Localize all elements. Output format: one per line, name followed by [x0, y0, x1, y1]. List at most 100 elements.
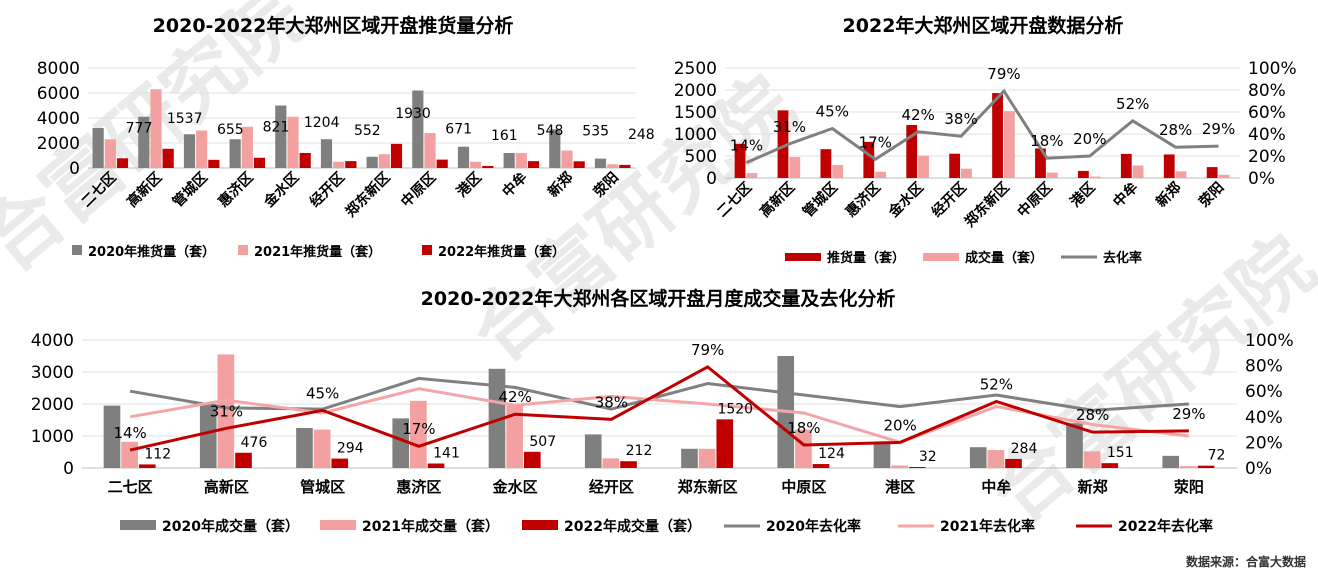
bar [392, 418, 410, 468]
legend-item: 2021年成交量（套） [320, 518, 499, 535]
legend-item: 2022年成交量（套） [522, 518, 701, 535]
bar-data-label: 141 [433, 445, 460, 461]
y2-tick-label: 0% [1245, 459, 1272, 479]
y-tick-label: 0 [63, 459, 74, 479]
bar-data-label: 112 [144, 446, 171, 462]
bar [138, 464, 156, 468]
bar [992, 93, 1003, 178]
bar [470, 161, 482, 168]
bar [918, 155, 929, 178]
bar [1035, 148, 1046, 178]
bar [987, 450, 1005, 468]
bar [1180, 466, 1197, 468]
bar [949, 153, 961, 178]
y2-tick-label: 80% [1245, 357, 1283, 377]
x-tick-label: 郑东新区 [961, 179, 1013, 231]
legend-label: 2020年推货量（套） [88, 244, 215, 260]
bar [427, 463, 445, 468]
bar [275, 105, 287, 168]
y-tick-label: 2000 [37, 134, 80, 154]
legend-swatch [320, 520, 356, 530]
bar [366, 156, 378, 168]
legend-label: 2021年去化率 [940, 518, 1035, 535]
x-tick-label: 金水区 [885, 179, 927, 221]
legend-swatch [422, 245, 432, 255]
y-tick-label: 8000 [37, 59, 80, 79]
bar [241, 126, 253, 168]
legend-label: 2021年推货量（套） [254, 244, 381, 260]
rate-data-label: 42% [498, 388, 531, 406]
bar [103, 405, 121, 468]
rate-data-label: 52% [1116, 95, 1149, 113]
rate-data-label: 14% [730, 137, 763, 155]
x-tick-label: 郑东新区 [342, 169, 394, 221]
bar [1162, 455, 1180, 468]
bar [299, 152, 311, 168]
rate-data-label: 18% [1030, 132, 1063, 150]
bar [320, 139, 333, 168]
bar [620, 461, 637, 468]
bar [1077, 170, 1089, 178]
rate-data-label: 31% [773, 118, 806, 136]
bar-data-label: 248 [628, 127, 655, 143]
bar [217, 354, 235, 468]
bar-data-label: 1204 [304, 115, 340, 131]
legend-label: 推货量（套） [827, 250, 905, 266]
x-tick-label: 新郑 [545, 169, 577, 201]
bar [527, 161, 540, 168]
x-tick-label: 惠济区 [842, 179, 884, 221]
bar [92, 128, 104, 168]
y2-tick-label: 80% [1248, 81, 1286, 101]
bar [1175, 171, 1187, 178]
bar [229, 139, 241, 168]
x-tick-label: 二七区 [108, 478, 153, 496]
x-tick-label: 惠济区 [396, 478, 441, 496]
x-tick-label: 中牟 [981, 478, 1011, 496]
x-tick-label: 高新区 [756, 179, 798, 221]
x-tick-label: 管城区 [169, 169, 211, 211]
legend-label: 2022年去化率 [1118, 518, 1213, 535]
bar [296, 428, 313, 468]
legend-swatch [120, 520, 156, 530]
legend-item: 2022年去化率 [1076, 518, 1213, 535]
bar [436, 159, 448, 168]
bar-data-label: 1930 [395, 106, 431, 122]
legend-label: 成交量（套） [965, 250, 1043, 266]
bar-data-label: 161 [491, 128, 518, 144]
y-tick-label: 3000 [31, 363, 74, 383]
x-tick-label: 港区 [885, 478, 915, 496]
bar [488, 368, 506, 468]
x-tick-label: 郑东新区 [678, 478, 738, 496]
bar [906, 125, 918, 178]
legend-swatch [785, 253, 821, 261]
x-tick-label: 荥阳 [1174, 478, 1204, 496]
rate-data-label: 28% [1076, 406, 1109, 424]
rate-data-label: 79% [987, 65, 1020, 83]
bar [698, 448, 716, 468]
y2-tick-label: 40% [1245, 408, 1283, 428]
bar-data-label: 552 [354, 123, 381, 139]
x-tick-label: 港区 [453, 169, 485, 201]
bar [602, 458, 620, 468]
bar-data-label: 151 [1107, 445, 1134, 461]
bar [457, 146, 470, 168]
y-tick-label: 4000 [37, 109, 80, 129]
legend-swatch [522, 520, 558, 530]
x-tick-label: 港区 [1067, 179, 1099, 211]
bar [1218, 174, 1230, 178]
bar-data-label: 1537 [167, 111, 203, 127]
bar [390, 143, 403, 168]
x-tick-label: 经开区 [306, 169, 348, 211]
bar-data-label: 821 [263, 120, 290, 136]
x-tick-label: 高新区 [204, 478, 249, 496]
bar [1005, 458, 1022, 468]
bar [1089, 176, 1101, 178]
legend-label: 2022年成交量（套） [564, 518, 701, 535]
bar [199, 404, 217, 468]
bar [1046, 172, 1058, 178]
legend-label: 2020年成交量（套） [162, 518, 299, 535]
bar-data-label: 671 [445, 122, 472, 138]
bar [1101, 463, 1119, 468]
monthly-chart: 2020-2022年大郑州各区域开盘月度成交量及去化分析 0 1000 2000 300… [31, 287, 1294, 535]
rate-data-label: 38% [944, 110, 977, 128]
